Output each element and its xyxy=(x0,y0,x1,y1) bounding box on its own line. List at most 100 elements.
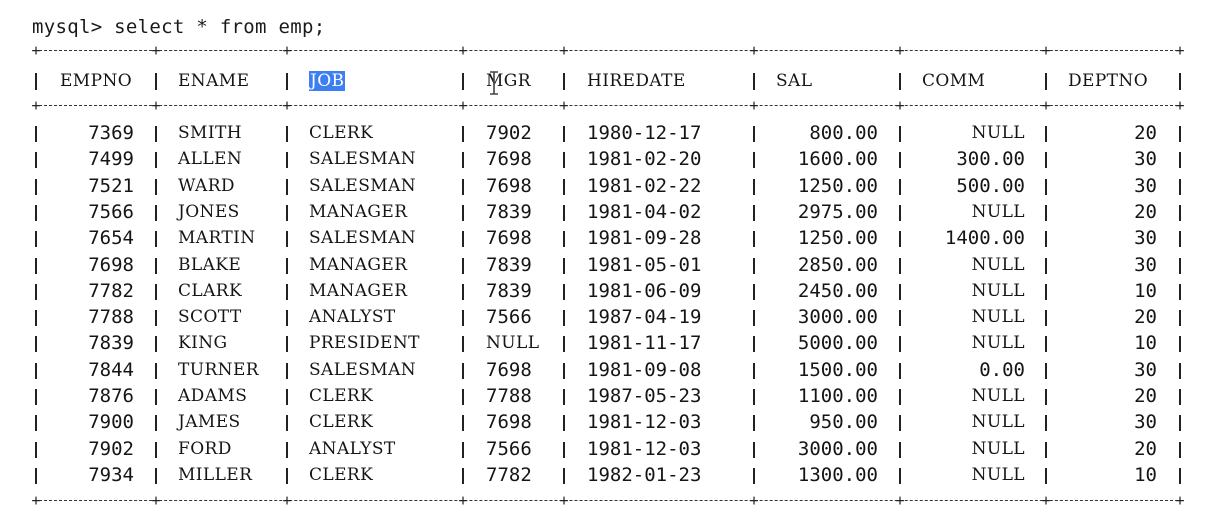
table-border-bar xyxy=(462,126,464,142)
table-border-bar xyxy=(286,362,288,379)
table-border-bar xyxy=(1179,178,1181,195)
table-border-bar xyxy=(753,310,755,327)
table-cell: 7844 xyxy=(88,358,134,381)
table-cell: 7566 xyxy=(486,437,532,460)
table-border-bar xyxy=(286,415,288,432)
table-cell: MILLER xyxy=(178,464,253,485)
table-border-bar xyxy=(563,389,565,405)
table-cell: 7839 xyxy=(486,279,532,302)
table-cell: NULL xyxy=(971,123,1025,143)
table-border-bar xyxy=(753,126,755,142)
table-border-bar xyxy=(155,257,157,274)
table-cell: 1981-12-03 xyxy=(587,437,702,460)
table-cell: CLERK xyxy=(309,412,374,433)
table-cell: 7698 xyxy=(88,253,134,276)
table-border-bar xyxy=(753,231,755,248)
column-header[interactable]: DEPTNO xyxy=(1068,71,1149,91)
table-cell: 1981-09-28 xyxy=(587,227,702,250)
table-border-corner: + xyxy=(1041,491,1051,510)
table-border-bar xyxy=(899,336,901,353)
table-cell: MANAGER xyxy=(309,254,408,275)
table-border-bar xyxy=(899,152,901,169)
table-cell: 1981-09-08 xyxy=(587,358,702,381)
table-border-corner: + xyxy=(749,491,759,510)
table-border-bar xyxy=(462,231,464,248)
table-cell: SALESMAN xyxy=(309,228,417,249)
table-cell: 7698 xyxy=(486,411,532,434)
table-cell: NULL xyxy=(971,333,1025,354)
table-border-bar xyxy=(563,257,565,274)
table-cell: SCOTT xyxy=(178,307,242,328)
table-border-bar xyxy=(563,178,565,195)
table-border-bar xyxy=(462,73,464,90)
table-border-bar xyxy=(1179,126,1181,142)
table-border-bar xyxy=(155,310,157,327)
table-cell: 7902 xyxy=(88,437,134,460)
table-cell: 10 xyxy=(1134,279,1157,302)
table-border-bar xyxy=(462,310,464,327)
table-border-bar xyxy=(1045,257,1047,274)
table-border-bar xyxy=(563,441,565,458)
table-cell: NULL xyxy=(971,201,1025,222)
column-header[interactable]: ENAME xyxy=(178,71,250,91)
table-border-bar xyxy=(753,415,755,432)
column-header[interactable]: MGR xyxy=(486,71,531,91)
table-border-bar xyxy=(35,389,37,405)
table-border-bar xyxy=(286,441,288,458)
table-border-corner: + xyxy=(458,96,468,115)
table-cell: 1981-02-20 xyxy=(587,148,702,171)
table-border-bar xyxy=(1045,73,1047,90)
table-border-bar xyxy=(753,283,755,300)
table-border-bar xyxy=(155,362,157,379)
table-border-bar xyxy=(899,389,901,405)
table-border-bar xyxy=(1045,178,1047,195)
table-border-bar xyxy=(1179,204,1181,221)
table-border-bar xyxy=(899,178,901,195)
table-border-bar xyxy=(753,389,755,405)
table-cell: 1250.00 xyxy=(797,227,878,250)
table-cell: NULL xyxy=(486,333,540,354)
column-header[interactable]: HIREDATE xyxy=(587,71,686,91)
column-header[interactable]: COMM xyxy=(922,71,986,91)
table-cell: 950.00 xyxy=(809,411,878,434)
table-border-bar xyxy=(462,467,464,484)
column-header[interactable]: SAL xyxy=(776,71,813,91)
table-cell: BLAKE xyxy=(178,254,242,275)
table-border-corner: + xyxy=(895,491,905,510)
table-border-bar xyxy=(563,467,565,484)
table-border-bar xyxy=(899,467,901,484)
table-cell: ANALYST xyxy=(309,307,396,328)
table-cell: 10 xyxy=(1134,332,1157,355)
table-border-bar xyxy=(1179,283,1181,300)
table-border-bar xyxy=(1045,389,1047,405)
table-cell: NULL xyxy=(971,307,1025,328)
table-cell: 7698 xyxy=(486,174,532,197)
table-cell: 30 xyxy=(1134,411,1157,434)
table-border-bar xyxy=(155,231,157,248)
table-cell: JONES xyxy=(178,201,240,222)
table-border-bar xyxy=(753,467,755,484)
table-cell: 30 xyxy=(1134,253,1157,276)
table-cell: 5000.00 xyxy=(797,332,878,355)
table-border-corner: + xyxy=(895,96,905,115)
table-border-bar xyxy=(899,126,901,142)
table-border-bar xyxy=(35,231,37,248)
table-cell: 800.00 xyxy=(809,122,878,144)
table-border-bar xyxy=(563,362,565,379)
column-header[interactable]: JOB xyxy=(309,68,346,94)
column-header[interactable]: EMPNO xyxy=(60,71,133,91)
selected-text[interactable]: JOB xyxy=(309,71,346,91)
table-border-bar xyxy=(35,152,37,169)
table-border-bar xyxy=(1045,126,1047,142)
table-border-bar xyxy=(753,152,755,169)
table-cell: CLARK xyxy=(178,280,243,301)
table-border-bar xyxy=(1179,467,1181,484)
table-border-bar xyxy=(563,73,565,90)
table-border-bar xyxy=(1045,231,1047,248)
table-border-bar xyxy=(899,283,901,300)
table-border-bar xyxy=(462,415,464,432)
table-border-bar xyxy=(1045,467,1047,484)
table-cell: NULL xyxy=(971,464,1025,485)
table-border-bar xyxy=(286,178,288,195)
